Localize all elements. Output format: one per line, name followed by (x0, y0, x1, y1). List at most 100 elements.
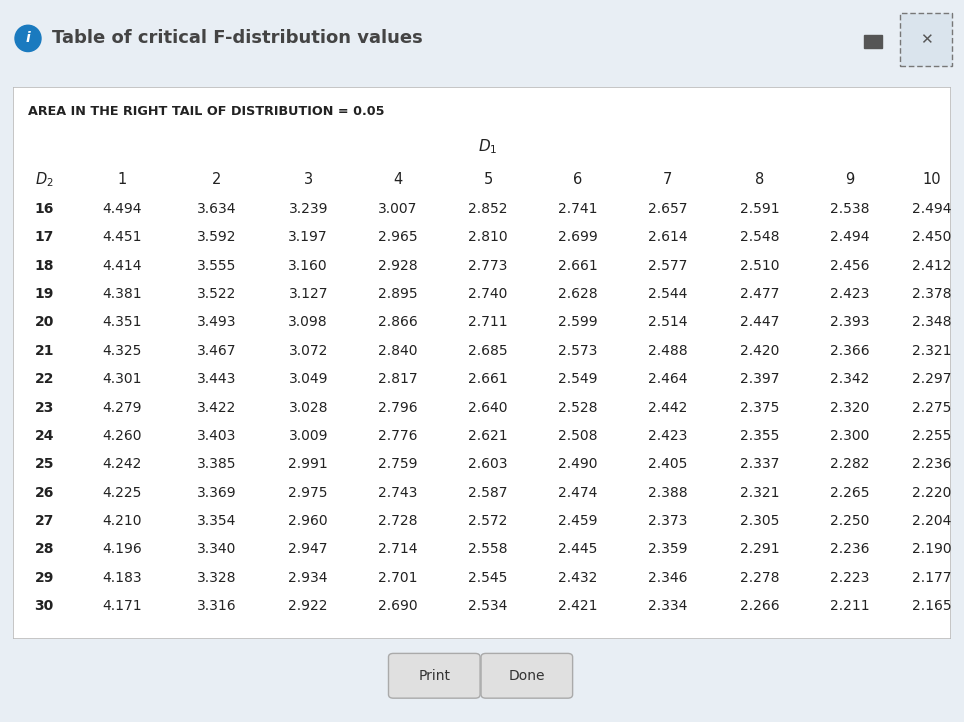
Text: 2.373: 2.373 (648, 514, 687, 528)
Text: 7: 7 (663, 172, 673, 187)
Text: 2.538: 2.538 (830, 202, 870, 216)
Text: 2.852: 2.852 (469, 202, 508, 216)
Text: 2.405: 2.405 (648, 457, 687, 471)
Text: i: i (26, 32, 31, 45)
Text: AREA IN THE RIGHT TAIL OF DISTRIBUTION = 0.05: AREA IN THE RIGHT TAIL OF DISTRIBUTION =… (28, 105, 384, 118)
Text: 2.420: 2.420 (740, 344, 779, 358)
Text: 3.007: 3.007 (379, 202, 417, 216)
Text: 2.220: 2.220 (912, 486, 951, 500)
Bar (864, 35, 882, 48)
Text: 2.895: 2.895 (378, 287, 418, 301)
Text: 2.359: 2.359 (648, 542, 687, 557)
Text: 2.577: 2.577 (648, 258, 687, 273)
Text: 2.342: 2.342 (830, 373, 870, 386)
Text: 2.657: 2.657 (648, 202, 687, 216)
Text: 2.614: 2.614 (648, 230, 687, 245)
Text: 2.776: 2.776 (378, 429, 417, 443)
Text: 2.300: 2.300 (830, 429, 870, 443)
Text: 10: 10 (923, 172, 941, 187)
Text: 6: 6 (574, 172, 582, 187)
Text: 2.817: 2.817 (378, 373, 418, 386)
Text: 2.494: 2.494 (912, 202, 951, 216)
Text: 3.049: 3.049 (288, 373, 328, 386)
Text: Done: Done (509, 669, 545, 683)
Text: 2.549: 2.549 (558, 373, 598, 386)
Text: 22: 22 (35, 373, 54, 386)
Text: Table of critical F-distribution values: Table of critical F-distribution values (52, 30, 423, 48)
Text: 2.355: 2.355 (740, 429, 779, 443)
Text: 3.160: 3.160 (288, 258, 328, 273)
Text: 3.340: 3.340 (197, 542, 236, 557)
Text: 9: 9 (845, 172, 854, 187)
Text: 2.965: 2.965 (378, 230, 418, 245)
Text: 2.291: 2.291 (740, 542, 780, 557)
FancyBboxPatch shape (13, 87, 951, 639)
Text: 2.810: 2.810 (469, 230, 508, 245)
Text: 2.447: 2.447 (740, 316, 779, 329)
Text: 3.239: 3.239 (288, 202, 328, 216)
Text: 2.628: 2.628 (558, 287, 598, 301)
Text: 2.699: 2.699 (558, 230, 598, 245)
Text: 2.165: 2.165 (912, 599, 951, 613)
Text: 2.545: 2.545 (469, 571, 508, 585)
Text: 2.508: 2.508 (558, 429, 598, 443)
Text: 2.740: 2.740 (469, 287, 508, 301)
Text: 2.796: 2.796 (378, 401, 418, 414)
Text: 2.572: 2.572 (469, 514, 508, 528)
Text: 2.423: 2.423 (830, 287, 870, 301)
Text: 2.991: 2.991 (288, 457, 328, 471)
Text: 2.305: 2.305 (740, 514, 779, 528)
Text: 2.211: 2.211 (830, 599, 870, 613)
Text: ✕: ✕ (920, 32, 932, 47)
Text: 3.328: 3.328 (197, 571, 236, 585)
Text: 2.928: 2.928 (378, 258, 418, 273)
Text: 2.266: 2.266 (740, 599, 780, 613)
Text: 2.236: 2.236 (830, 542, 870, 557)
Text: 2.442: 2.442 (648, 401, 687, 414)
Text: 4.325: 4.325 (103, 344, 142, 358)
Text: 2.934: 2.934 (288, 571, 328, 585)
Text: 2.378: 2.378 (912, 287, 951, 301)
Text: 4.196: 4.196 (102, 542, 143, 557)
Text: $D_2$: $D_2$ (35, 170, 53, 188)
Text: 19: 19 (35, 287, 54, 301)
Text: 21: 21 (35, 344, 54, 358)
Text: 2.544: 2.544 (648, 287, 687, 301)
Text: 2.947: 2.947 (288, 542, 328, 557)
Text: 2.773: 2.773 (469, 258, 508, 273)
Text: 2.412: 2.412 (912, 258, 951, 273)
Text: 8: 8 (755, 172, 764, 187)
Text: 2.265: 2.265 (830, 486, 870, 500)
Text: 2.456: 2.456 (830, 258, 870, 273)
Text: 2.204: 2.204 (912, 514, 951, 528)
Text: 4.301: 4.301 (102, 373, 142, 386)
Text: 2.701: 2.701 (378, 571, 417, 585)
Text: 2.190: 2.190 (912, 542, 951, 557)
Text: 3.369: 3.369 (197, 486, 236, 500)
Text: 2.278: 2.278 (740, 571, 780, 585)
Text: 3.098: 3.098 (288, 316, 328, 329)
Text: 3.467: 3.467 (197, 344, 236, 358)
Text: 2.366: 2.366 (830, 344, 870, 358)
Text: 2.388: 2.388 (648, 486, 687, 500)
Text: 3.522: 3.522 (197, 287, 236, 301)
Text: 2.250: 2.250 (830, 514, 870, 528)
Text: 2.337: 2.337 (740, 457, 779, 471)
Text: 4.381: 4.381 (102, 287, 143, 301)
Text: 2.510: 2.510 (740, 258, 780, 273)
Text: 18: 18 (35, 258, 54, 273)
Text: 2.960: 2.960 (288, 514, 328, 528)
Text: 2.474: 2.474 (558, 486, 598, 500)
Text: 2.528: 2.528 (558, 401, 598, 414)
Text: 17: 17 (35, 230, 54, 245)
Text: 2.866: 2.866 (378, 316, 418, 329)
Text: 4.351: 4.351 (102, 316, 142, 329)
Text: 3.028: 3.028 (288, 401, 328, 414)
Text: 2.661: 2.661 (558, 258, 598, 273)
Text: 4.260: 4.260 (102, 429, 142, 443)
Text: Print: Print (418, 669, 450, 683)
Text: 2.685: 2.685 (469, 344, 508, 358)
Text: 2.840: 2.840 (378, 344, 417, 358)
Text: 2.558: 2.558 (469, 542, 508, 557)
Text: 2.321: 2.321 (740, 486, 780, 500)
